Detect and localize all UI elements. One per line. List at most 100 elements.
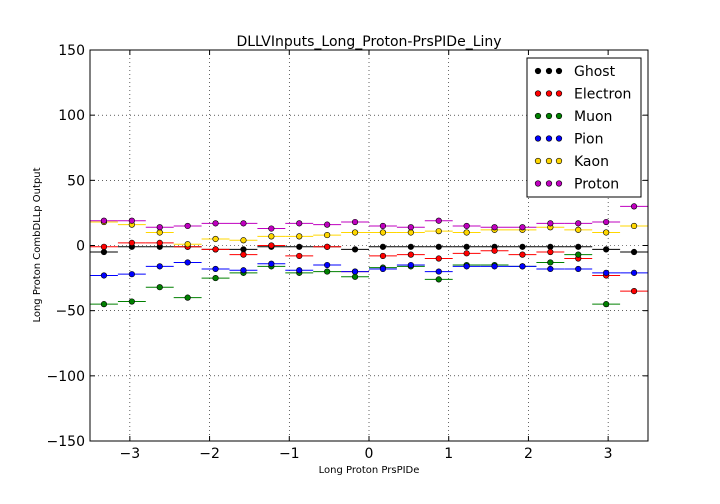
legend-marker — [555, 67, 563, 75]
data-point — [184, 222, 191, 230]
data-point — [379, 243, 387, 250]
data-point — [379, 222, 387, 230]
data-point — [407, 243, 414, 250]
data-point — [212, 265, 219, 273]
data-point — [463, 229, 470, 236]
data-point — [351, 246, 359, 253]
legend-marker — [545, 112, 553, 120]
data-point — [351, 268, 359, 275]
y-tick-label: 50 — [67, 173, 85, 189]
x-tick-label: −3 — [120, 446, 141, 462]
data-point — [324, 268, 331, 275]
data-point — [547, 248, 554, 256]
legend-label: Proton — [574, 177, 619, 193]
data-point — [603, 301, 610, 308]
data-point — [324, 261, 331, 269]
legend-marker — [555, 135, 563, 142]
data-point — [268, 225, 275, 232]
data-point — [212, 274, 219, 282]
data-point — [630, 222, 638, 230]
legend-marker — [555, 112, 563, 120]
data-point — [351, 273, 359, 280]
legend-marker — [555, 157, 563, 165]
y-tick-label: −150 — [47, 434, 85, 450]
data-point — [240, 220, 247, 227]
data-point — [212, 220, 219, 227]
legend-marker — [545, 135, 553, 142]
data-point — [547, 259, 554, 266]
data-point — [407, 261, 414, 269]
data-point — [547, 265, 554, 273]
legend-marker — [534, 112, 542, 120]
series-proton — [90, 203, 648, 232]
legend-marker — [545, 157, 553, 165]
legend-marker — [545, 90, 553, 97]
y-tick-label: 150 — [58, 43, 85, 59]
y-tick-label: 0 — [76, 239, 85, 255]
data-point — [296, 220, 303, 227]
data-point — [630, 248, 638, 256]
x-tick-label: 2 — [524, 446, 533, 462]
data-point — [575, 243, 582, 250]
data-point — [547, 220, 554, 227]
y-tick-label: −50 — [55, 304, 85, 320]
data-point — [156, 284, 163, 291]
data-point — [128, 298, 135, 305]
legend-entry-kaon: Kaon — [534, 154, 609, 170]
data-point — [603, 218, 610, 226]
data-point — [100, 217, 108, 224]
y-axis-label: Long Proton CombDLLp Output — [32, 167, 43, 322]
data-point — [407, 229, 414, 236]
data-point — [156, 239, 163, 246]
data-point — [407, 224, 414, 231]
series-pion — [90, 259, 648, 279]
data-point — [184, 241, 191, 248]
legend-entry-ghost: Ghost — [534, 64, 616, 80]
legend-label: Electron — [574, 87, 631, 103]
data-point — [156, 263, 163, 270]
data-point — [296, 252, 303, 260]
legend-label: Muon — [574, 109, 612, 125]
data-point — [463, 250, 470, 257]
data-point — [435, 228, 442, 235]
data-point — [603, 269, 610, 276]
data-marks — [90, 203, 648, 308]
data-point — [603, 246, 610, 253]
x-tick-label: 3 — [604, 446, 613, 462]
data-point — [268, 242, 275, 249]
data-point — [184, 294, 191, 301]
legend-marker — [534, 157, 542, 165]
data-point — [351, 218, 359, 226]
legend-marker — [555, 90, 563, 97]
data-point — [379, 252, 387, 260]
x-tick-label: 0 — [365, 446, 374, 462]
data-point — [351, 229, 359, 236]
legend-box — [526, 57, 642, 198]
data-point — [100, 272, 108, 279]
data-point — [407, 251, 414, 258]
data-point — [296, 267, 303, 274]
data-point — [128, 271, 135, 278]
data-point — [240, 237, 247, 244]
data-point — [324, 231, 331, 239]
data-point — [156, 224, 163, 231]
data-point — [100, 248, 108, 256]
data-point — [519, 263, 526, 270]
legend-marker — [534, 90, 542, 97]
data-point — [296, 233, 303, 240]
chart-title: DLLVInputs_Long_Proton-PrsPIDe_Liny — [236, 34, 501, 50]
data-point — [630, 203, 638, 210]
y-tick-label: 100 — [58, 108, 85, 124]
data-point — [435, 276, 442, 283]
data-point — [435, 255, 442, 262]
data-point — [240, 251, 247, 258]
legend-marker — [534, 67, 542, 75]
data-point — [324, 221, 331, 228]
legend: Ghost Electron Muon Pion Kaon Proton — [526, 57, 642, 198]
data-point — [296, 243, 303, 250]
data-point — [212, 235, 219, 243]
data-point — [435, 217, 442, 224]
data-point — [491, 263, 498, 270]
data-point — [128, 239, 135, 246]
data-point — [128, 217, 135, 224]
